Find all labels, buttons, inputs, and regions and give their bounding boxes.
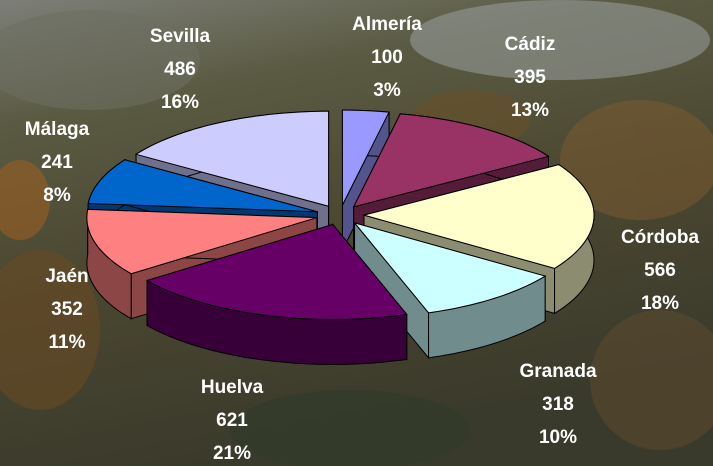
slice-label: Málaga xyxy=(25,119,90,140)
slice-percent: 3% xyxy=(373,80,401,101)
slice-value: 318 xyxy=(542,394,574,415)
slice-top xyxy=(145,223,408,320)
slice-label: Huelva xyxy=(201,377,264,398)
slice-top xyxy=(86,208,318,275)
slice-percent: 8% xyxy=(43,185,71,206)
slice-label: Granada xyxy=(519,361,597,382)
slice-top xyxy=(353,221,547,314)
slice-top xyxy=(87,159,318,213)
slice xyxy=(353,221,547,360)
slice-percent: 10% xyxy=(539,427,577,448)
slice-top xyxy=(341,109,390,206)
slice-percent: 16% xyxy=(161,92,199,113)
slice-percent: 21% xyxy=(213,443,251,464)
slice-value: 486 xyxy=(164,59,196,80)
slice-percent: 13% xyxy=(511,100,549,121)
slice xyxy=(145,223,408,365)
slice-label: Jaén xyxy=(45,266,88,287)
slice-top xyxy=(134,110,330,207)
slice-top xyxy=(352,113,550,208)
slice-label: Cádiz xyxy=(505,34,556,55)
slice-label: Sevilla xyxy=(150,26,211,47)
slice-value: 100 xyxy=(371,47,403,68)
slice-value: 566 xyxy=(644,260,676,281)
slice-label: Almería xyxy=(352,14,422,35)
slice-percent: 11% xyxy=(49,332,86,353)
slice-label: Córdoba xyxy=(621,227,700,248)
slice-value: 621 xyxy=(216,410,248,431)
slice-value: 241 xyxy=(41,152,73,173)
slice-value: 352 xyxy=(51,299,83,320)
slice-percent: 18% xyxy=(641,293,679,314)
slice-value: 395 xyxy=(514,67,546,88)
labels: Almería 100 3% Cádiz 395 13% Córdoba 566 18% Gran… xyxy=(25,14,700,464)
pie xyxy=(86,109,595,365)
slice-top xyxy=(362,164,595,269)
